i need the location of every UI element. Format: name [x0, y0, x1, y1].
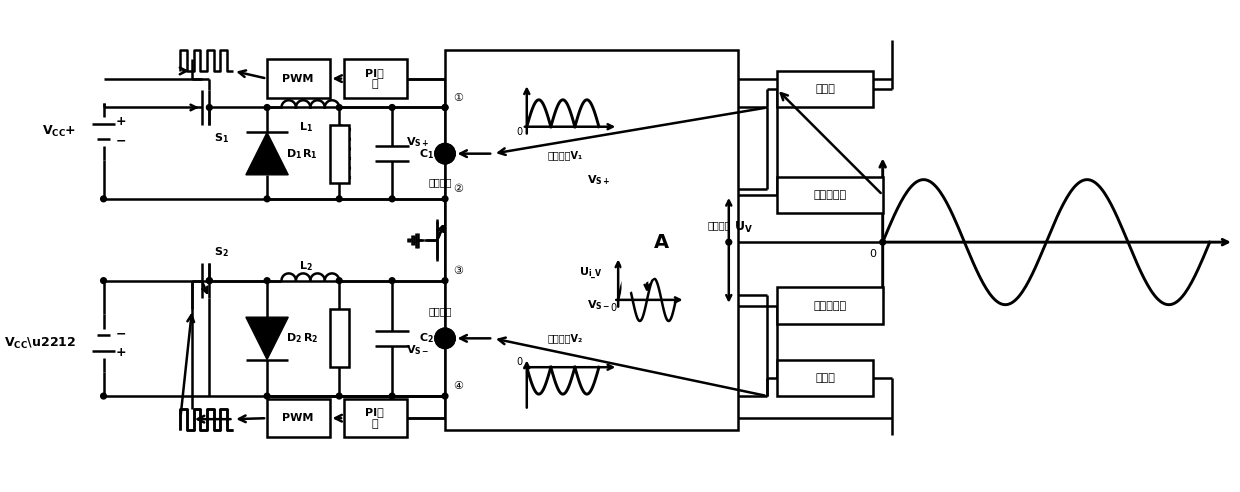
Text: $\mathbf{L_2}$: $\mathbf{L_2}$ [299, 259, 312, 273]
Circle shape [336, 196, 342, 202]
Bar [445, 50, 738, 430]
Text: $\mathbf{V_{CC}}$\u2212: $\mathbf{V_{CC}}$\u2212 [5, 336, 77, 351]
Text: $\mathbf{U_V}$: $\mathbf{U_V}$ [734, 220, 753, 235]
Circle shape [100, 393, 107, 399]
Text: 取负绝对值: 取负绝对值 [813, 301, 847, 310]
Bar [267, 60, 330, 98]
Circle shape [389, 196, 396, 202]
Text: PWM: PWM [283, 74, 314, 84]
Text: 正偏置: 正偏置 [815, 84, 835, 94]
Text: ①: ① [453, 92, 463, 103]
Circle shape [264, 393, 270, 399]
Text: 0: 0 [516, 126, 522, 137]
Text: $\mathbf{R_1}$: $\mathbf{R_1}$ [303, 147, 317, 160]
Circle shape [443, 196, 448, 202]
Bar [777, 287, 883, 324]
Circle shape [264, 196, 270, 202]
Text: $\mathbf{V_{CC}}$+: $\mathbf{V_{CC}}$+ [42, 124, 77, 139]
Text: PI调
节: PI调 节 [366, 68, 384, 90]
Text: 0: 0 [516, 357, 522, 368]
Text: 电压采样: 电压采样 [429, 307, 451, 316]
Text: −: − [115, 135, 126, 148]
Bar [777, 177, 883, 214]
Circle shape [725, 239, 732, 245]
Circle shape [207, 105, 212, 110]
Circle shape [207, 278, 212, 283]
Circle shape [264, 278, 270, 283]
Bar [330, 125, 348, 183]
Polygon shape [246, 132, 288, 175]
Text: $\mathbf{D_1}$: $\mathbf{D_1}$ [286, 147, 303, 160]
Text: PWM: PWM [283, 413, 314, 423]
Bar [330, 309, 348, 367]
Circle shape [443, 393, 448, 399]
Text: $\mathbf{C_2}$: $\mathbf{C_2}$ [419, 332, 434, 345]
Text: 给定信号V₁: 给定信号V₁ [548, 151, 583, 160]
Text: 0: 0 [610, 303, 616, 312]
Text: $\mathbf{R_2}$: $\mathbf{R_2}$ [303, 332, 317, 345]
Bar [343, 60, 407, 98]
Text: 取正绝对值: 取正绝对值 [813, 190, 847, 200]
Circle shape [435, 144, 455, 163]
Text: +: + [115, 346, 126, 359]
Circle shape [880, 239, 885, 245]
Circle shape [264, 105, 270, 110]
Circle shape [336, 278, 342, 283]
Text: 电压采样: 电压采样 [429, 178, 451, 187]
Text: $\mathbf{L_1}$: $\mathbf{L_1}$ [299, 120, 312, 134]
Text: ③: ③ [453, 266, 463, 276]
Text: +: + [115, 116, 126, 128]
Text: A: A [653, 233, 670, 251]
Circle shape [336, 393, 342, 399]
Circle shape [336, 105, 342, 110]
Circle shape [443, 278, 448, 283]
Circle shape [443, 105, 448, 110]
Text: $\mathbf{S_1}$: $\mathbf{S_1}$ [215, 131, 229, 145]
Text: 电压采样: 电压采样 [707, 220, 730, 230]
Text: $\mathbf{C_1}$: $\mathbf{C_1}$ [419, 147, 434, 160]
Text: $\mathbf{S_2}$: $\mathbf{S_2}$ [215, 245, 229, 259]
Circle shape [389, 105, 396, 110]
Circle shape [100, 278, 107, 283]
Text: PI调
节: PI调 节 [366, 407, 384, 429]
Text: $\mathbf{D_2}$: $\mathbf{D_2}$ [286, 332, 303, 345]
Text: −: − [115, 327, 126, 340]
Circle shape [389, 393, 396, 399]
Text: $\mathbf{U_{i\_V}}$: $\mathbf{U_{i\_V}}$ [579, 265, 603, 281]
Polygon shape [246, 317, 288, 360]
Text: $\mathbf{V_{S-}}$: $\mathbf{V_{S-}}$ [407, 343, 430, 357]
Text: $\mathbf{V_{S+}}$: $\mathbf{V_{S+}}$ [407, 135, 430, 149]
Text: $\mathbf{V_{S+}}$: $\mathbf{V_{S+}}$ [587, 173, 611, 186]
Bar [777, 360, 873, 396]
Bar [267, 399, 330, 437]
Text: 0: 0 [869, 248, 877, 259]
Circle shape [389, 278, 396, 283]
Circle shape [443, 105, 448, 110]
Circle shape [207, 278, 212, 283]
Circle shape [100, 196, 107, 202]
Bar [343, 399, 407, 437]
Text: ④: ④ [453, 381, 463, 391]
Text: 给定信号V₂: 给定信号V₂ [548, 334, 583, 343]
Text: 负偏置: 负偏置 [815, 373, 835, 383]
Text: $\mathbf{V_{S-}}$: $\mathbf{V_{S-}}$ [588, 298, 610, 311]
Text: ②: ② [453, 184, 463, 194]
Polygon shape [622, 189, 709, 295]
Bar [777, 71, 873, 107]
Circle shape [435, 329, 455, 348]
